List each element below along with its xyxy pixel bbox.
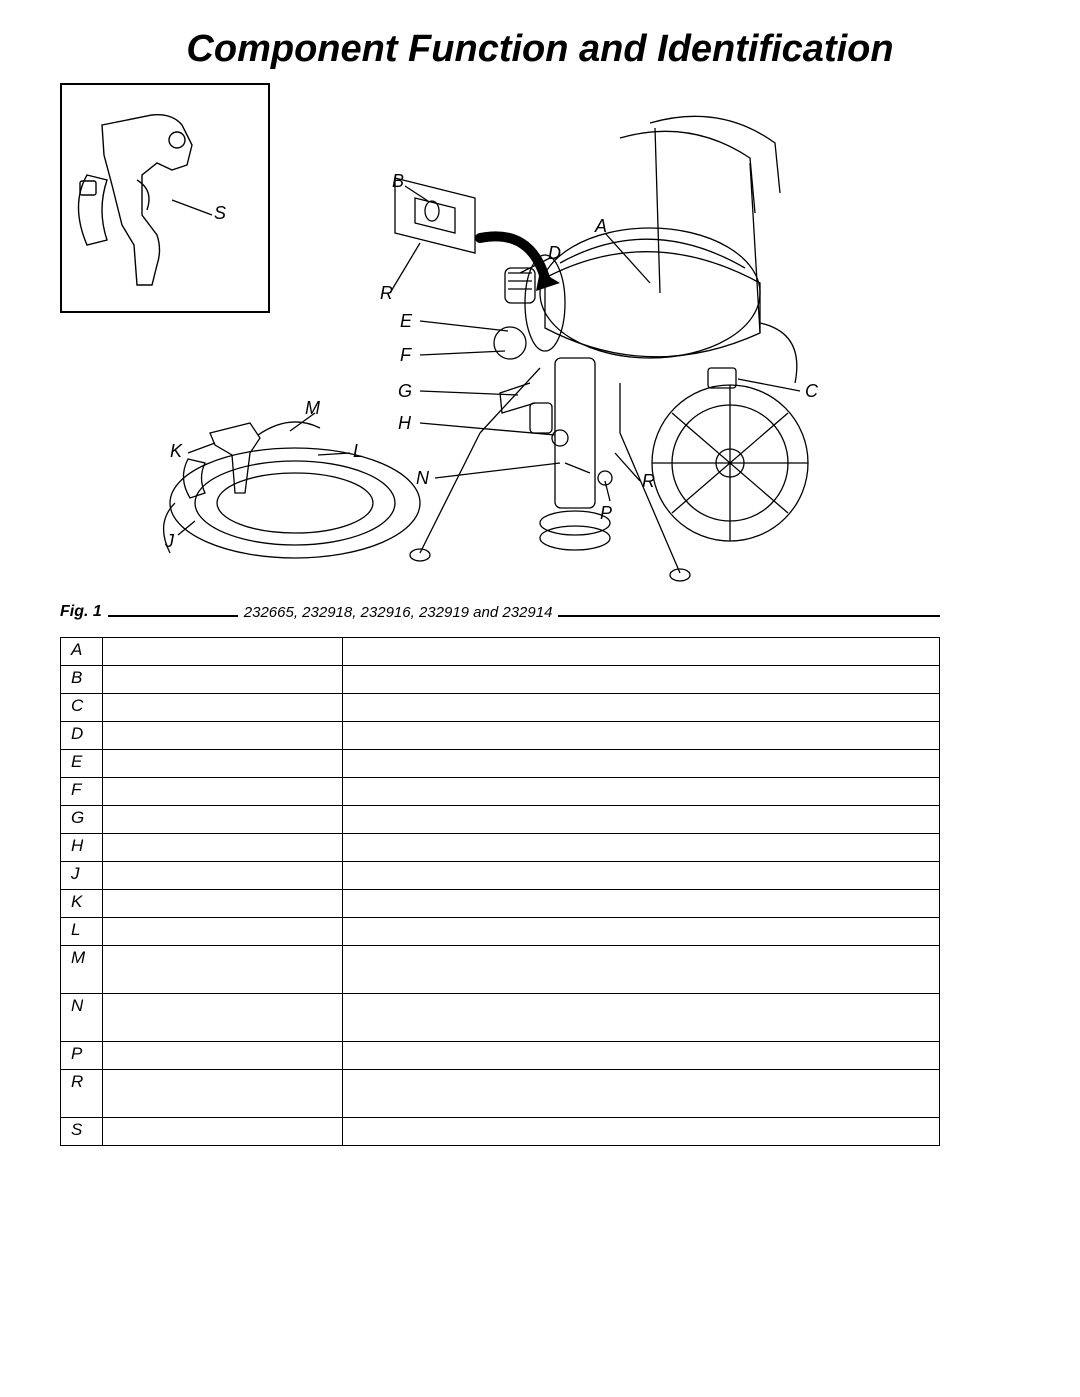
cell-desc [343,722,940,750]
cell-name [103,806,343,834]
cell-desc [343,778,940,806]
cell-letter: L [61,918,103,946]
cell-name [103,834,343,862]
cell-letter: H [61,834,103,862]
cell-name [103,778,343,806]
callout-r2: R [642,471,655,492]
table-row: E [61,750,940,778]
cell-desc [343,890,940,918]
callout-m: M [305,398,320,419]
cell-name [103,862,343,890]
table-row: K [61,890,940,918]
cell-letter: S [61,1118,103,1146]
cell-name [103,918,343,946]
cell-letter: M [61,946,103,994]
cell-letter: P [61,1042,103,1070]
cell-name [103,890,343,918]
callout-d: D [548,243,561,264]
figure-caption: Fig. 1 232665, 232918, 232916, 232919 an… [60,603,940,621]
cell-desc [343,862,940,890]
cell-name [103,1042,343,1070]
cell-desc [343,1118,940,1146]
callout-n: N [416,468,429,489]
callout-k: K [170,441,182,462]
figure-rule-right [558,615,940,617]
cell-desc [343,918,940,946]
figure-models: 232665, 232918, 232916, 232919 and 23291… [244,604,553,621]
cell-desc [343,1070,940,1118]
cell-letter: N [61,994,103,1042]
cell-letter: D [61,722,103,750]
table-row: S [61,1118,940,1146]
page-title: Component Function and Identification [0,0,1080,83]
cell-desc [343,666,940,694]
table-row: C [61,694,940,722]
cell-desc [343,638,940,666]
callout-g: G [398,381,412,402]
cell-name [103,638,343,666]
table-row: M [61,946,940,994]
callout-f: F [400,345,411,366]
cell-letter: K [61,890,103,918]
callout-b: B [392,171,404,192]
cell-desc [343,1042,940,1070]
callout-h: H [398,413,411,434]
cell-desc [343,750,940,778]
table-row: D [61,722,940,750]
table-row: P [61,1042,940,1070]
cell-letter: E [61,750,103,778]
callout-l: L [353,441,363,462]
main-drawing [60,83,940,603]
table-row: H [61,834,940,862]
cell-letter: R [61,1070,103,1118]
cell-letter: B [61,666,103,694]
table-row: F [61,778,940,806]
cell-name [103,1118,343,1146]
cell-letter: G [61,806,103,834]
table-row: R [61,1070,940,1118]
component-table: ABCDEFGHJKLMNPRS [60,637,940,1146]
cell-desc [343,834,940,862]
callout-r1: R [380,283,393,304]
cell-letter: A [61,638,103,666]
cell-desc [343,806,940,834]
cell-desc [343,946,940,994]
cell-name [103,750,343,778]
cell-letter: J [61,862,103,890]
figure-rule-left [108,615,238,617]
table-row: N [61,994,940,1042]
callout-e: E [400,311,412,332]
figure-label: Fig. 1 [60,603,102,621]
table-row: A [61,638,940,666]
cell-desc [343,994,940,1042]
callout-c: C [805,381,818,402]
callout-j: J [165,531,174,552]
cell-name [103,946,343,994]
cell-name [103,666,343,694]
figure-area: S [60,83,940,603]
cell-name [103,1070,343,1118]
cell-name [103,722,343,750]
table-row: B [61,666,940,694]
callout-a: A [595,216,607,237]
cell-letter: F [61,778,103,806]
cell-desc [343,694,940,722]
callout-p: P [600,503,612,524]
table-row: L [61,918,940,946]
table-row: J [61,862,940,890]
cell-letter: C [61,694,103,722]
table-row: G [61,806,940,834]
cell-name [103,994,343,1042]
cell-name [103,694,343,722]
